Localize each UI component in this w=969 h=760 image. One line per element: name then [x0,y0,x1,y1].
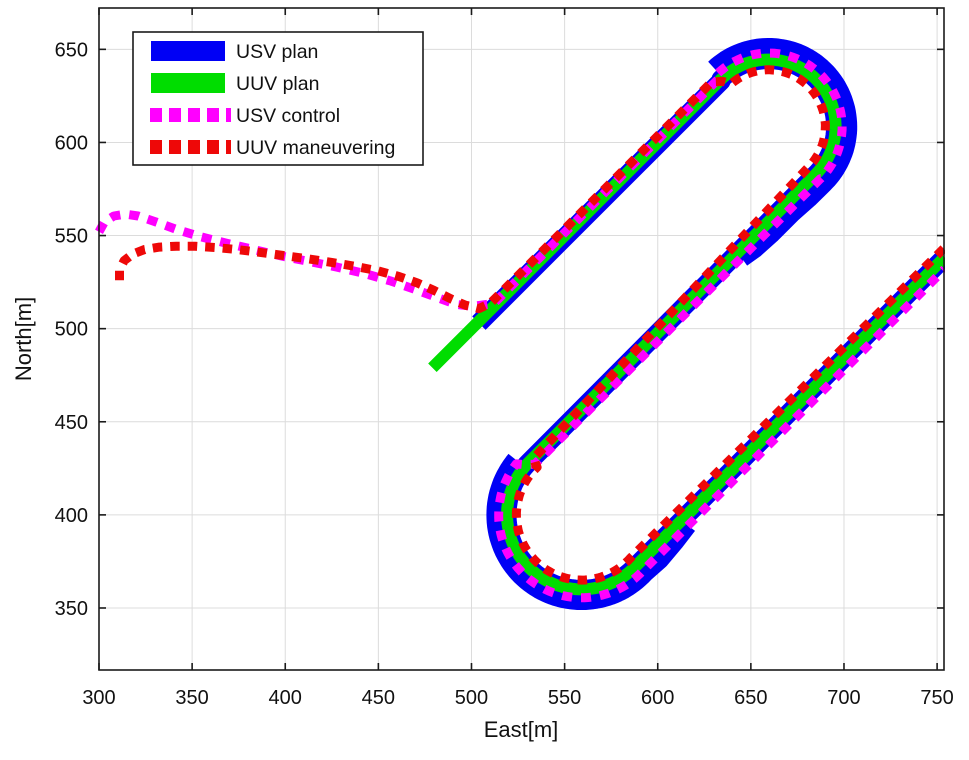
series-uuv-plan [428,53,945,596]
x-tick-label: 300 [82,687,115,709]
x-tick-label: 400 [269,687,302,709]
y-tick-label: 650 [55,39,88,61]
y-tick-label: 450 [55,412,88,434]
x-tick-label: 750 [920,687,953,709]
tick-labels: 300 350 400 450 500 550 600 650 700 750 350 400 450 5… [55,39,954,709]
plot-box [98,7,945,671]
series-uuv-maneuvering [115,65,945,585]
series-usv-plan [707,38,858,266]
y-tick-label: 400 [55,505,88,527]
x-tick-label: 600 [641,687,674,709]
grid-lines [98,8,944,670]
y-tick-label: 500 [55,319,88,341]
x-tick-label: 650 [734,687,767,709]
series-layer [95,38,945,610]
y-tick-label: 550 [55,226,88,248]
legend: USV plan UUV plan USV control UUV maneuv… [132,31,424,166]
y-tick-label: 350 [55,598,88,620]
x-tick-label: 700 [827,687,860,709]
legend-label-usv-control: USV control [236,105,340,127]
legend-label-usv-plan: USV plan [236,41,318,63]
y-axis-label: North[m] [11,297,36,381]
legend-label-uuv-plan: UUV plan [236,73,319,95]
x-tick-label: 500 [455,687,488,709]
x-tick-label: 350 [175,687,208,709]
y-tick-label: 600 [55,132,88,154]
x-tick-label: 450 [362,687,395,709]
x-axis-label: East[m] [484,717,559,742]
x-tick-label: 550 [548,687,581,709]
legend-label-uuv-maneuvering: UUV maneuvering [236,137,395,159]
